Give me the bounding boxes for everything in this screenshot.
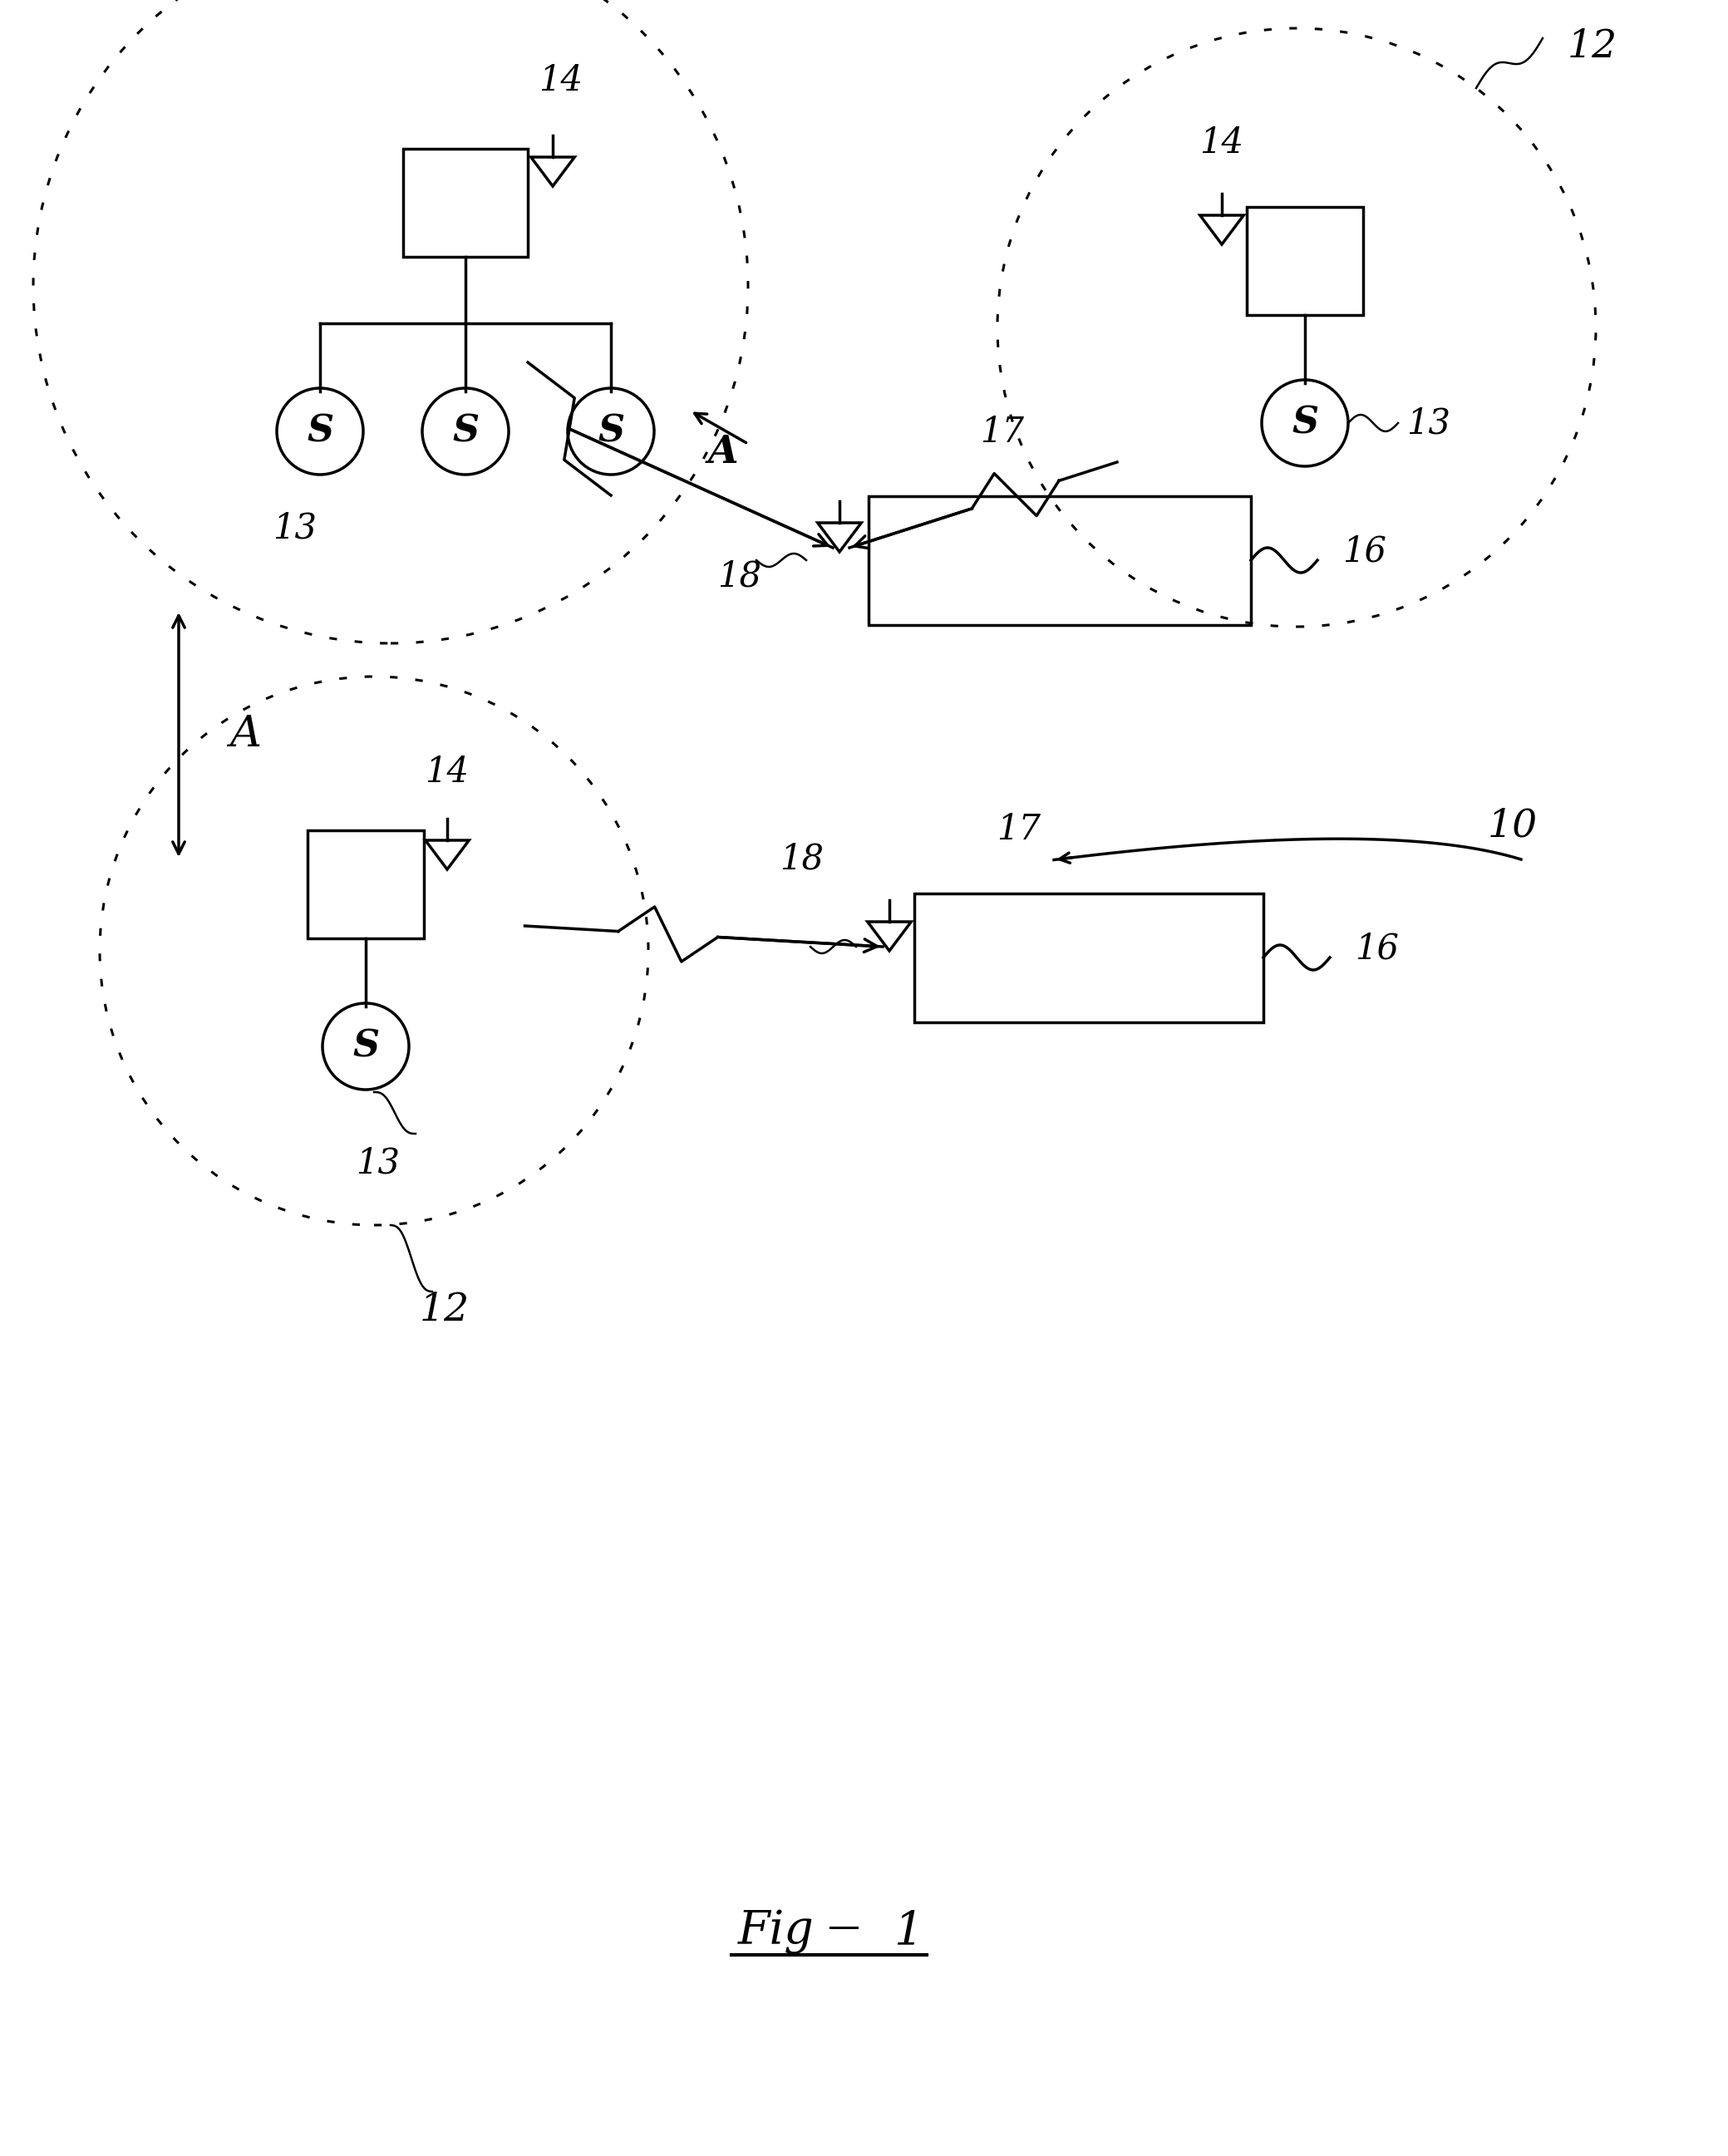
Text: 14: 14 — [1199, 125, 1244, 160]
Text: S: S — [306, 414, 334, 448]
Text: S: S — [353, 1028, 378, 1065]
Text: —: — — [828, 1912, 859, 1943]
Text: 13: 13 — [273, 511, 318, 545]
Text: 1: 1 — [893, 1908, 923, 1953]
Bar — [869, 496, 1251, 625]
Text: 13: 13 — [1407, 405, 1450, 440]
Text: 13: 13 — [356, 1147, 401, 1181]
Text: 17: 17 — [997, 813, 1040, 847]
Text: S: S — [453, 414, 479, 448]
Text: 12: 12 — [420, 1291, 470, 1330]
Text: 18: 18 — [717, 558, 762, 595]
Text: 16: 16 — [1355, 931, 1400, 966]
Text: 14: 14 — [425, 755, 470, 789]
Bar — [403, 149, 527, 257]
Text: Fig: Fig — [738, 1908, 814, 1953]
Text: 10: 10 — [1488, 806, 1538, 845]
Bar — [308, 830, 423, 938]
Text: 12: 12 — [1567, 28, 1617, 65]
Text: 17: 17 — [980, 416, 1025, 451]
Text: A: A — [708, 433, 738, 472]
Bar — [914, 893, 1263, 1022]
Text: S: S — [598, 414, 624, 448]
Text: S: S — [1291, 405, 1318, 442]
Text: 16: 16 — [1343, 535, 1386, 569]
Text: A: A — [230, 714, 261, 757]
Text: 14: 14 — [539, 63, 582, 97]
Text: 18: 18 — [779, 843, 824, 877]
Bar — [1248, 207, 1363, 315]
